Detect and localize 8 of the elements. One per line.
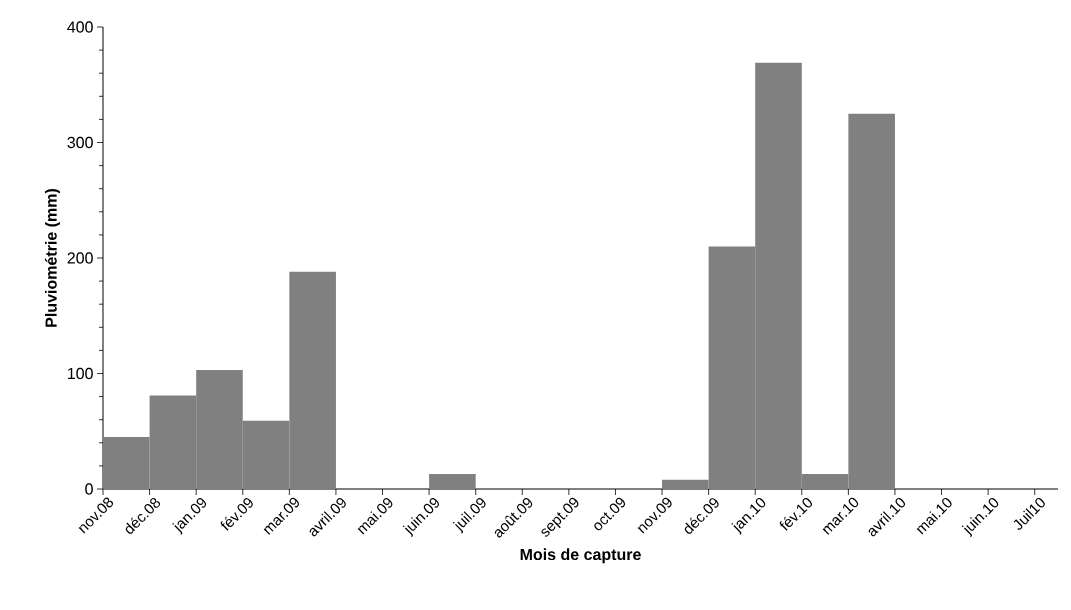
y-tick-label: 200 (67, 252, 93, 264)
y-tick-label: 400 (67, 21, 93, 33)
x-axis-title: Mois de capture (520, 548, 641, 564)
y-tick-label: 0 (85, 483, 93, 495)
y-axis-title: Pluviométrie (mm) (44, 189, 60, 327)
y-tick-label: 100 (68, 367, 93, 380)
bar (429, 473, 476, 489)
y-tick-label: 300 (67, 136, 93, 149)
